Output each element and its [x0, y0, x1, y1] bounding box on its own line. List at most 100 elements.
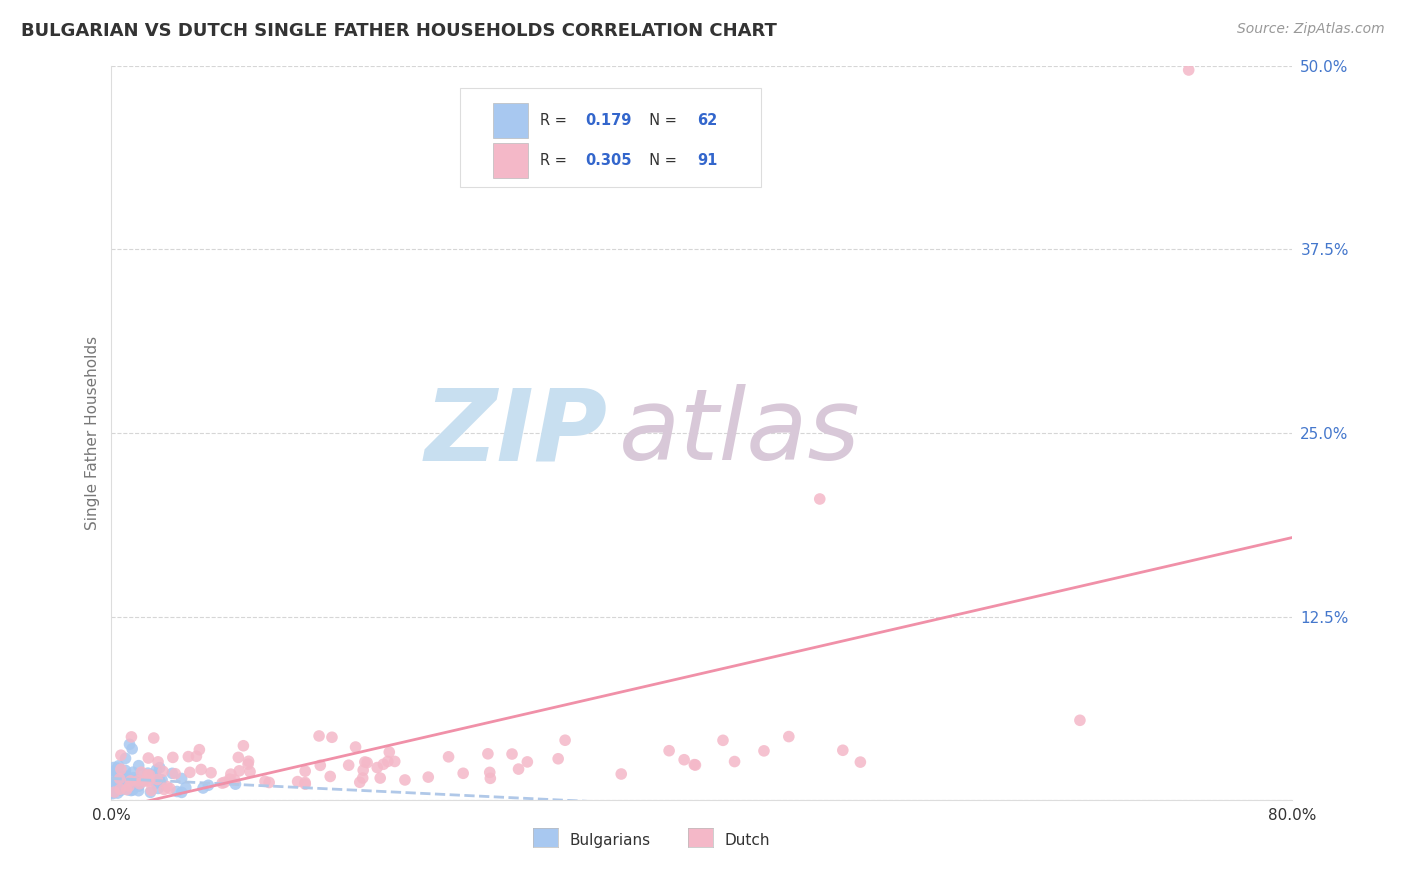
Point [122, 765, 145, 780]
Point [108, 774, 131, 789]
Point [146, 772, 169, 787]
Point [120, 783, 142, 797]
Point [120, 730, 142, 744]
Point [352, 771, 374, 785]
Point [191, 780, 214, 795]
Point [1177, 62, 1199, 77]
Text: BULGARIAN VS DUTCH SINGLE FATHER HOUSEHOLDS CORRELATION CHART: BULGARIAN VS DUTCH SINGLE FATHER HOUSEHO… [21, 22, 778, 40]
Text: R =: R = [540, 112, 571, 128]
Point [127, 773, 149, 788]
Point [368, 771, 391, 785]
Point [117, 783, 139, 797]
Point [287, 774, 309, 789]
Point [516, 755, 538, 769]
Text: ZIP: ZIP [425, 384, 607, 482]
Point [337, 758, 360, 772]
Point [108, 772, 131, 786]
Point [219, 767, 242, 781]
Point [112, 771, 135, 785]
Point [153, 782, 176, 797]
Point [105, 764, 128, 778]
Point [129, 766, 152, 780]
Point [177, 749, 200, 764]
Point [107, 761, 129, 775]
Point [394, 772, 416, 787]
FancyBboxPatch shape [460, 87, 761, 186]
Point [224, 772, 246, 787]
Point [344, 739, 367, 754]
Point [238, 754, 260, 768]
Point [146, 755, 169, 769]
Point [165, 766, 187, 780]
Point [831, 743, 853, 757]
Point [152, 764, 174, 779]
Point [170, 785, 193, 799]
Point [136, 768, 159, 782]
Point [159, 781, 181, 796]
Point [103, 760, 125, 774]
Point [118, 737, 141, 751]
Point [349, 775, 371, 789]
Point [143, 768, 166, 782]
Point [162, 750, 184, 764]
Point [239, 764, 262, 779]
Point [321, 731, 343, 745]
Text: 62: 62 [697, 112, 717, 128]
Point [114, 751, 136, 765]
Point [115, 769, 138, 783]
Point [110, 770, 132, 784]
Point [309, 758, 332, 772]
Point [752, 744, 775, 758]
Point [547, 752, 569, 766]
Text: N =: N = [640, 112, 682, 128]
Point [128, 779, 150, 793]
Point [366, 760, 388, 774]
Point [1069, 713, 1091, 727]
Point [188, 742, 211, 756]
Point [114, 764, 136, 778]
Point [103, 785, 125, 799]
Point [451, 766, 474, 780]
Point [200, 765, 222, 780]
Point [104, 775, 127, 789]
Point [186, 749, 208, 764]
Point [120, 773, 142, 788]
Text: 0.179: 0.179 [585, 112, 631, 128]
Point [197, 778, 219, 792]
Point [114, 778, 136, 792]
Text: Source: ZipAtlas.com: Source: ZipAtlas.com [1237, 22, 1385, 37]
Point [138, 774, 160, 789]
Point [143, 771, 166, 785]
FancyBboxPatch shape [492, 144, 529, 178]
Point [711, 733, 734, 747]
Point [148, 781, 170, 796]
Point [134, 774, 156, 789]
Point [673, 753, 696, 767]
Point [101, 771, 124, 785]
Point [232, 739, 254, 753]
Point [103, 777, 125, 791]
Point [110, 783, 132, 797]
Point [141, 783, 163, 797]
Point [294, 775, 316, 789]
Point [100, 776, 122, 790]
Text: Bulgarians: Bulgarians [569, 833, 651, 847]
Point [378, 745, 401, 759]
Point [610, 767, 633, 781]
Point [437, 749, 460, 764]
Point [121, 742, 143, 756]
Point [308, 729, 330, 743]
Point [108, 782, 131, 797]
Point [145, 763, 167, 777]
Point [145, 776, 167, 790]
Text: R =: R = [540, 153, 571, 169]
Point [100, 785, 122, 799]
Point [138, 768, 160, 782]
Point [134, 772, 156, 787]
Point [174, 780, 197, 795]
FancyBboxPatch shape [492, 103, 529, 138]
Text: 0.305: 0.305 [585, 153, 631, 169]
Point [115, 782, 138, 797]
Point [849, 755, 872, 769]
Point [228, 764, 250, 778]
